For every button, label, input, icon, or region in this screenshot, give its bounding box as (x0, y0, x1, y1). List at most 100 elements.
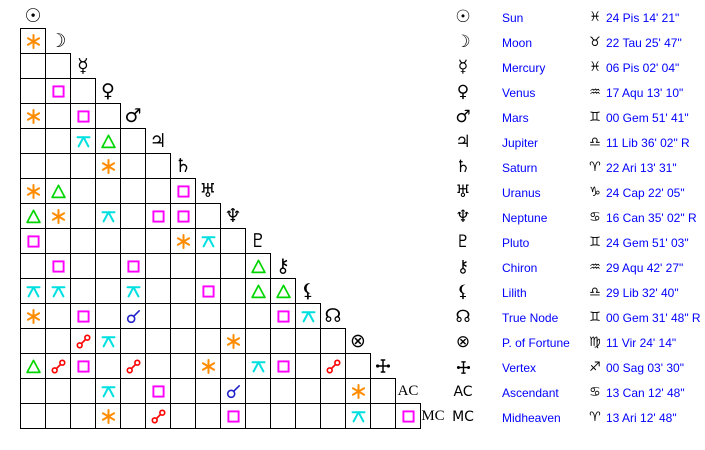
legend-row-uranus: ♅ Uranus ♑ 24 Cap 22' 05" (448, 180, 705, 205)
square-icon (76, 109, 90, 123)
aspect-quincunx-lilith-sun (20, 278, 46, 304)
square-icon (401, 409, 415, 423)
planet-cell-lilith: ⚸ (295, 278, 321, 304)
ascendant-glyph-icon: AC (397, 382, 419, 399)
saturn-glyph-icon: ♄ (174, 155, 192, 177)
empty-aspect-cell (245, 403, 271, 429)
planet-position: 24 Pis 14' 21" (606, 10, 680, 25)
sextile-icon (351, 383, 365, 399)
legend-row-vertex: Vertex ♐ 00 Sag 03' 30" (448, 355, 705, 380)
empty-aspect-cell (220, 253, 246, 279)
zodiac-sign-icon: ♈ (589, 160, 601, 175)
planet-position: 00 Gem 31' 48" R (606, 310, 701, 325)
aspect-square-vertex-chiron (270, 353, 296, 379)
aspect-quincunx-vertex-pluto (245, 353, 271, 379)
empty-aspect-cell (295, 353, 321, 379)
legend-row-mars: ♂ Mars ♊ 00 Gem 51' 41" (448, 105, 705, 130)
sextile-icon (26, 183, 40, 199)
aspect-sextile-neptune-moon (45, 203, 71, 229)
opposition-icon (75, 333, 90, 348)
aspect-quincunx-true-node-lilith (295, 303, 321, 329)
empty-aspect-cell (20, 78, 46, 104)
aspect-square-chiron-moon (45, 253, 71, 279)
sextile-icon (26, 308, 40, 324)
planet-name: Chiron (502, 260, 538, 275)
empty-aspect-cell (195, 303, 221, 329)
empty-aspect-cell (120, 378, 146, 404)
planet-name: Venus (502, 85, 536, 100)
empty-aspect-cell (120, 128, 146, 154)
p-of-fortune-legend-glyph-icon: ⊗ (455, 332, 471, 352)
aspect-quincunx-p-of-fortune-venus (95, 328, 121, 354)
empty-aspect-cell (295, 403, 321, 429)
empty-aspect-cell (170, 378, 196, 404)
square-icon (276, 309, 290, 323)
saturn-legend-glyph-icon: ♄ (455, 157, 471, 177)
planet-cell-uranus: ♅ (195, 178, 221, 204)
empty-aspect-cell (20, 328, 46, 354)
planet-cell-chiron: ⚷ (270, 253, 296, 279)
empty-aspect-cell (95, 353, 121, 379)
zodiac-sign-icon: ♓ (589, 60, 601, 75)
aspect-quincunx-jupiter-mercury (70, 128, 96, 154)
planet-cell-ascendant: AC (395, 378, 421, 404)
planet-name: Vertex (502, 360, 537, 375)
planet-cell-moon: ☽ (45, 28, 71, 54)
zodiac-sign-icon: ♓ (589, 10, 601, 25)
aspect-sextile-uranus-sun (20, 178, 46, 204)
empty-aspect-cell (220, 303, 246, 329)
empty-aspect-cell (170, 328, 196, 354)
trine-icon (250, 284, 266, 298)
grid-row-mars: ♂ (20, 103, 145, 129)
aspect-quincunx-midheaven-p-of-fortune (345, 403, 371, 429)
aspect-square-chiron-mars (120, 253, 146, 279)
square-icon (176, 209, 190, 223)
square-icon (26, 234, 40, 248)
aspect-square-uranus-saturn (170, 178, 196, 204)
grid-row-jupiter: ♃ (20, 128, 170, 154)
empty-aspect-cell (170, 278, 196, 304)
empty-aspect-cell (195, 328, 221, 354)
planet-position: 13 Ari 12' 48" (606, 410, 677, 425)
empty-aspect-cell (245, 378, 271, 404)
legend-row-lilith: ⚸ Lilith ♎ 29 Lib 32' 40" (448, 280, 705, 305)
aspect-sextile-pluto-saturn (170, 228, 196, 254)
midheaven-legend-glyph-icon: MC (452, 409, 474, 425)
planet-name: Jupiter (502, 135, 539, 150)
sextile-icon (226, 333, 240, 349)
zodiac-sign-icon: ♋ (589, 385, 601, 400)
empty-aspect-cell (20, 53, 46, 79)
aspect-sextile-p-of-fortune-neptune (220, 328, 246, 354)
aspect-sextile-moon-sun (20, 28, 46, 54)
empty-aspect-cell (70, 403, 96, 429)
square-icon (76, 359, 90, 373)
planet-position: 22 Ari 13' 31" (606, 160, 677, 175)
planet-cell-pluto: ♇ (245, 228, 271, 254)
zodiac-sign-icon: ♒ (589, 260, 601, 275)
square-icon (51, 84, 65, 98)
aspect-quincunx-ascendant-venus (95, 378, 121, 404)
uranus-legend-glyph-icon: ♅ (455, 182, 471, 202)
lilith-legend-glyph-icon: ⚸ (456, 282, 470, 302)
chiron-legend-glyph-icon: ⚷ (456, 257, 470, 277)
vertex-legend-glyph-icon (448, 360, 478, 375)
conjunction-icon (126, 309, 140, 323)
mercury-legend-glyph-icon: ☿ (457, 57, 469, 77)
aspect-trine-neptune-sun (20, 203, 46, 229)
aspect-square-midheaven-ascendant (395, 403, 421, 429)
planet-position: 06 Pis 02' 04" (606, 60, 680, 75)
aspect-opposition-vertex-mars (120, 353, 146, 379)
empty-aspect-cell (195, 378, 221, 404)
planet-position: 29 Aqu 42' 27" (606, 260, 684, 275)
grid-row-chiron: ⚷ (20, 253, 295, 279)
empty-aspect-cell (195, 403, 221, 429)
planet-position: 13 Can 12' 48" (606, 385, 685, 400)
empty-aspect-cell (220, 353, 246, 379)
empty-aspect-cell (145, 328, 171, 354)
trine-icon (50, 184, 66, 198)
venus-glyph-icon: ♀ (101, 80, 115, 102)
aspect-quincunx-pluto-uranus (195, 228, 221, 254)
sextile-icon (101, 408, 115, 424)
planet-cell-neptune: ♆ (220, 203, 246, 229)
planet-position: 24 Cap 22' 05" (606, 185, 685, 200)
